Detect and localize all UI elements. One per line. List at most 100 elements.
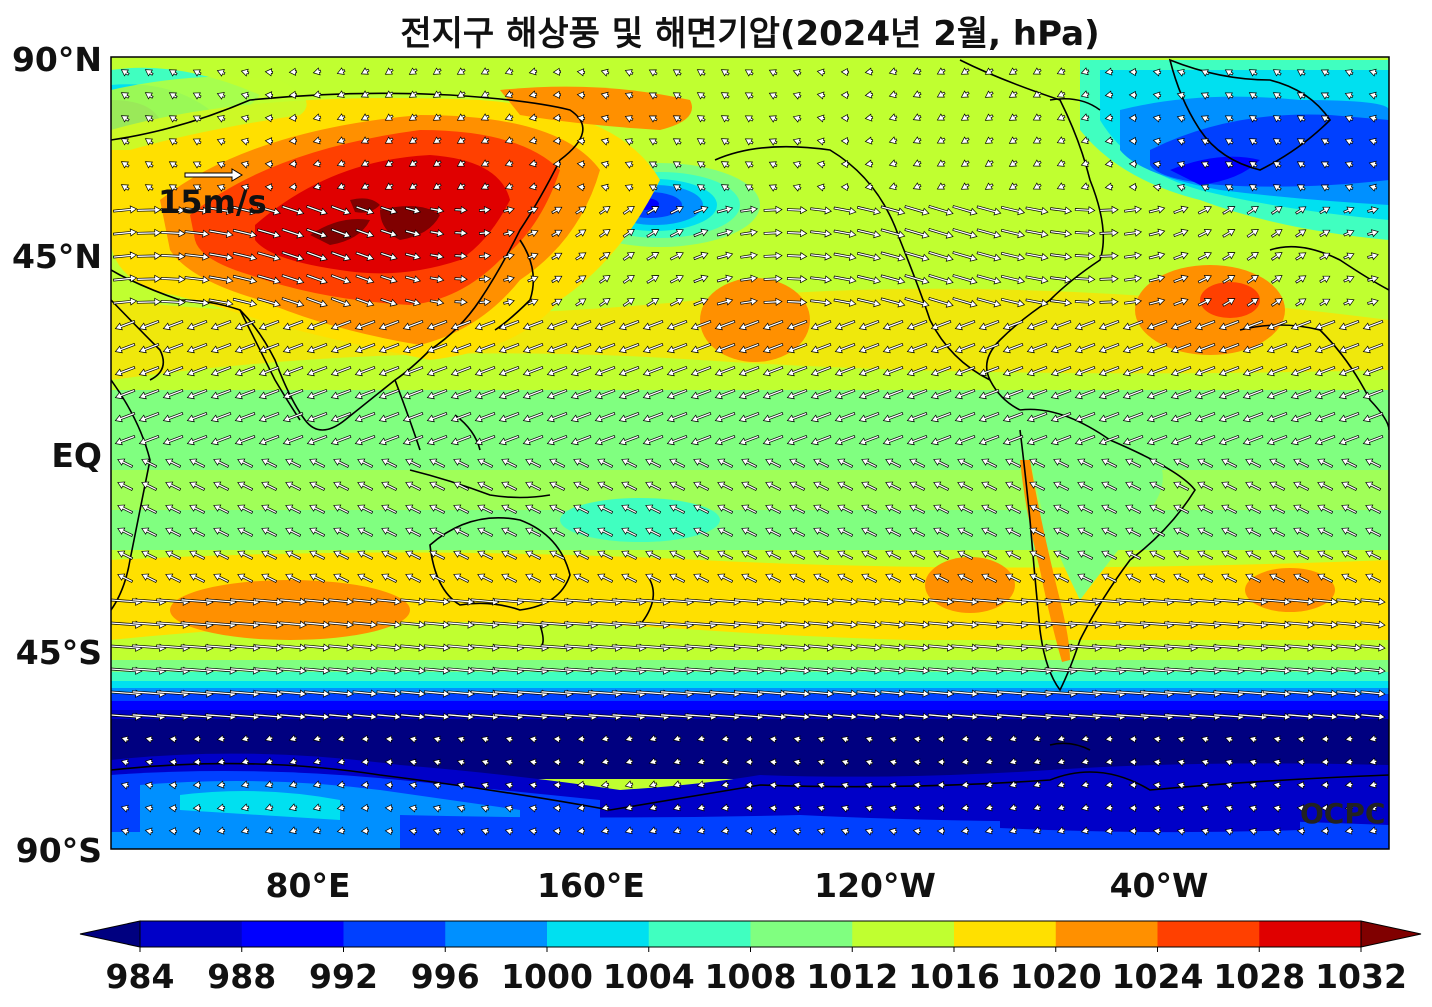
wind-arrow — [279, 666, 307, 675]
wind-arrow — [646, 206, 660, 215]
wind-arrow — [264, 160, 274, 169]
wind-arrow — [381, 504, 398, 514]
wind-arrow — [1152, 68, 1162, 77]
wind-arrow — [833, 206, 857, 215]
wind-arrow — [1026, 343, 1048, 354]
wind-arrow — [168, 827, 178, 836]
wind-arrow — [504, 781, 514, 790]
wind-arrow — [928, 274, 954, 285]
wind-arrow — [792, 68, 802, 77]
wind-arrow — [930, 435, 952, 446]
wind-arrow — [1053, 504, 1070, 514]
wind-arrow — [213, 527, 230, 537]
wind-arrow — [429, 504, 446, 514]
wind-arrow — [254, 712, 284, 721]
wind-arrow — [165, 573, 182, 583]
wind-arrow — [186, 320, 208, 331]
wind-arrow — [477, 573, 494, 583]
wind-arrow — [783, 620, 811, 629]
wind-arrow — [360, 780, 370, 789]
wind-arrow — [1287, 712, 1315, 721]
wind-arrow — [816, 735, 826, 744]
wind-arrow — [622, 298, 635, 307]
wind-arrow — [936, 734, 945, 744]
wind-arrow — [264, 68, 274, 77]
wind-arrow — [904, 205, 930, 216]
wind-arrow — [1296, 92, 1306, 100]
wind-arrow — [978, 389, 1000, 400]
wind-arrow — [165, 481, 182, 491]
wind-arrow — [237, 573, 254, 583]
wind-arrow — [285, 550, 302, 560]
wind-arrow — [741, 550, 758, 560]
wind-arrow — [254, 689, 284, 698]
wind-arrow — [376, 597, 402, 606]
wind-arrow — [783, 689, 811, 698]
wind-arrow — [600, 780, 610, 789]
wind-arrow — [648, 826, 658, 835]
wind-arrow — [696, 92, 706, 100]
wind-arrow — [882, 366, 904, 377]
wind-arrow — [716, 297, 734, 306]
wind-arrow — [552, 67, 562, 76]
wind-arrow — [1287, 666, 1315, 675]
wind-arrow — [480, 113, 490, 121]
wind-arrow — [576, 757, 586, 766]
wind-arrow — [120, 92, 130, 100]
wind-arrow — [527, 252, 539, 261]
wind-arrow — [120, 161, 130, 169]
wind-arrow — [621, 458, 638, 468]
wind-arrow — [744, 757, 753, 767]
wind-arrow — [381, 481, 398, 491]
wind-arrow — [279, 712, 307, 721]
wind-arrow — [378, 435, 400, 446]
wind-arrow — [648, 803, 658, 812]
wind-arrow — [1248, 735, 1258, 744]
wind-arrow — [1218, 320, 1240, 331]
wind-arrow — [1224, 69, 1234, 77]
wind-arrow — [600, 826, 610, 835]
wind-arrow — [717, 504, 734, 514]
wind-arrow — [408, 781, 418, 790]
wind-arrow — [1152, 827, 1162, 836]
wind-arrow — [597, 550, 614, 560]
wind-arrow — [213, 458, 230, 468]
lon-label-80e: 80°E — [265, 866, 351, 905]
wind-arrow — [264, 114, 274, 123]
wind-arrow — [642, 435, 664, 446]
wind-arrow — [933, 481, 950, 491]
wind-arrow — [210, 435, 232, 446]
wind-arrow — [552, 136, 562, 145]
wind-arrow — [1269, 550, 1286, 560]
wind-arrow — [1032, 136, 1042, 144]
wind-arrow — [160, 275, 186, 284]
wind-arrow — [456, 113, 466, 121]
wind-arrow — [624, 780, 634, 789]
wind-arrow — [789, 573, 806, 583]
wind-arrow — [768, 781, 778, 790]
wind-arrow — [281, 274, 305, 285]
colorbar-segment — [954, 921, 1057, 947]
wind-arrow — [833, 275, 857, 284]
wind-arrow — [261, 527, 278, 537]
wind-arrow — [928, 297, 954, 308]
wind-arrow — [1221, 481, 1238, 491]
wind-arrow — [864, 136, 874, 145]
wind-arrow — [1074, 298, 1096, 307]
wind-arrow — [957, 527, 974, 537]
wind-arrow — [1238, 666, 1269, 675]
wind-arrow — [352, 666, 378, 675]
wind-arrow — [696, 734, 706, 743]
wind-arrow — [976, 205, 1002, 216]
wind-arrow — [642, 320, 664, 331]
wind-arrow — [744, 826, 753, 836]
wind-arrow — [1368, 114, 1378, 123]
wind-arrow — [186, 435, 208, 446]
wind-arrow — [546, 412, 568, 423]
wind-arrow — [645, 527, 662, 537]
wind-arrow — [1338, 389, 1360, 400]
wind-arrow — [1320, 184, 1330, 192]
wind-arrow — [984, 182, 994, 190]
wind-arrow — [279, 597, 307, 606]
wind-arrow — [168, 161, 178, 169]
